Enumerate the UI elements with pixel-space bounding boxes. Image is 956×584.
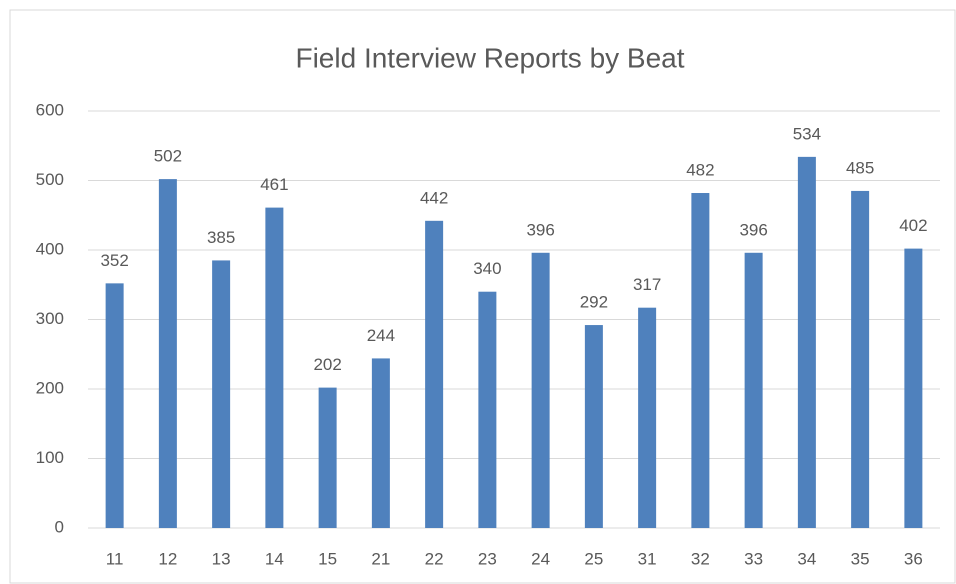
bar bbox=[158, 179, 177, 529]
y-tick-label: 200 bbox=[36, 378, 64, 397]
bar bbox=[212, 260, 231, 528]
data-label: 482 bbox=[686, 160, 714, 179]
bar bbox=[318, 387, 337, 528]
x-tick-label: 34 bbox=[797, 549, 816, 568]
bar bbox=[371, 358, 390, 528]
bar bbox=[478, 291, 497, 528]
data-label: 485 bbox=[846, 158, 874, 177]
bar bbox=[425, 220, 444, 528]
data-label: 340 bbox=[473, 259, 501, 278]
x-tick-label: 25 bbox=[584, 549, 603, 568]
x-tick-label: 36 bbox=[904, 549, 923, 568]
x-tick-label: 22 bbox=[425, 549, 444, 568]
bar bbox=[691, 193, 710, 528]
x-tick-label: 23 bbox=[478, 549, 497, 568]
bar bbox=[265, 207, 284, 529]
data-label: 461 bbox=[260, 175, 288, 194]
x-tick-label: 35 bbox=[851, 549, 870, 568]
bar bbox=[531, 252, 550, 528]
y-tick-label: 100 bbox=[36, 448, 64, 467]
y-tick-label: 600 bbox=[36, 100, 64, 119]
x-tick-label: 32 bbox=[691, 549, 710, 568]
data-label: 202 bbox=[313, 355, 341, 374]
bar bbox=[851, 190, 870, 529]
x-tick-label: 31 bbox=[638, 549, 657, 568]
data-label: 292 bbox=[580, 293, 608, 312]
bar bbox=[638, 307, 657, 528]
x-tick-label: 24 bbox=[531, 549, 550, 568]
x-tick-label: 11 bbox=[106, 549, 124, 568]
data-label: 352 bbox=[100, 251, 128, 270]
x-tick-label: 33 bbox=[744, 549, 763, 568]
bar bbox=[744, 252, 763, 528]
data-label: 244 bbox=[367, 326, 395, 345]
bar bbox=[584, 325, 603, 528]
data-label: 502 bbox=[154, 147, 182, 166]
data-label: 396 bbox=[739, 220, 767, 239]
y-tick-label: 400 bbox=[36, 239, 64, 258]
x-tick-label: 13 bbox=[212, 549, 231, 568]
x-tick-label: 21 bbox=[371, 549, 390, 568]
bar bbox=[797, 156, 816, 528]
y-tick-label: 300 bbox=[36, 309, 64, 328]
x-tick-label: 15 bbox=[318, 549, 337, 568]
data-label: 402 bbox=[899, 216, 927, 235]
y-tick-label: 500 bbox=[36, 170, 64, 189]
data-label: 317 bbox=[633, 275, 661, 294]
x-tick-label: 14 bbox=[265, 549, 284, 568]
data-label: 396 bbox=[526, 220, 554, 239]
data-label: 385 bbox=[207, 228, 235, 247]
data-label: 534 bbox=[793, 124, 821, 143]
data-label: 442 bbox=[420, 188, 448, 207]
bar bbox=[904, 248, 923, 529]
bar bbox=[105, 283, 124, 528]
chart-title: Field Interview Reports by Beat bbox=[295, 42, 684, 73]
x-tick-label: 12 bbox=[158, 549, 177, 568]
y-tick-label: 0 bbox=[55, 517, 64, 536]
